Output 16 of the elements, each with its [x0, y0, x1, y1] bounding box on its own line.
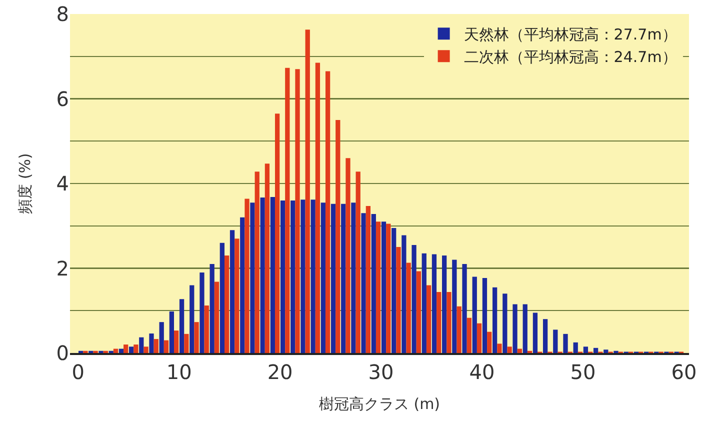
- y-tick-label: 6: [56, 86, 69, 111]
- y-tick-label: 8: [56, 2, 69, 26]
- y-tick-label: 4: [56, 172, 69, 196]
- x-tick-label: 10: [166, 360, 192, 384]
- y-tick-label: 0: [56, 341, 69, 365]
- x-tick-label: 50: [570, 360, 596, 384]
- x-tick-label: 60: [671, 360, 697, 384]
- x-tick-label: 40: [469, 360, 495, 384]
- legend-label: 二次林（平均林冠高：24.7m）: [464, 48, 677, 66]
- y-axis-title: 頻度 (%): [16, 153, 34, 214]
- legend-label: 天然林（平均林冠高：27.7m）: [464, 25, 677, 44]
- x-tick-label: 0: [72, 360, 84, 384]
- x-axis-title: 樹冠高クラス (m): [318, 395, 440, 413]
- y-tick-label: 2: [56, 256, 69, 280]
- x-tick-label: 20: [267, 360, 293, 384]
- x-tick-label: 30: [368, 360, 394, 384]
